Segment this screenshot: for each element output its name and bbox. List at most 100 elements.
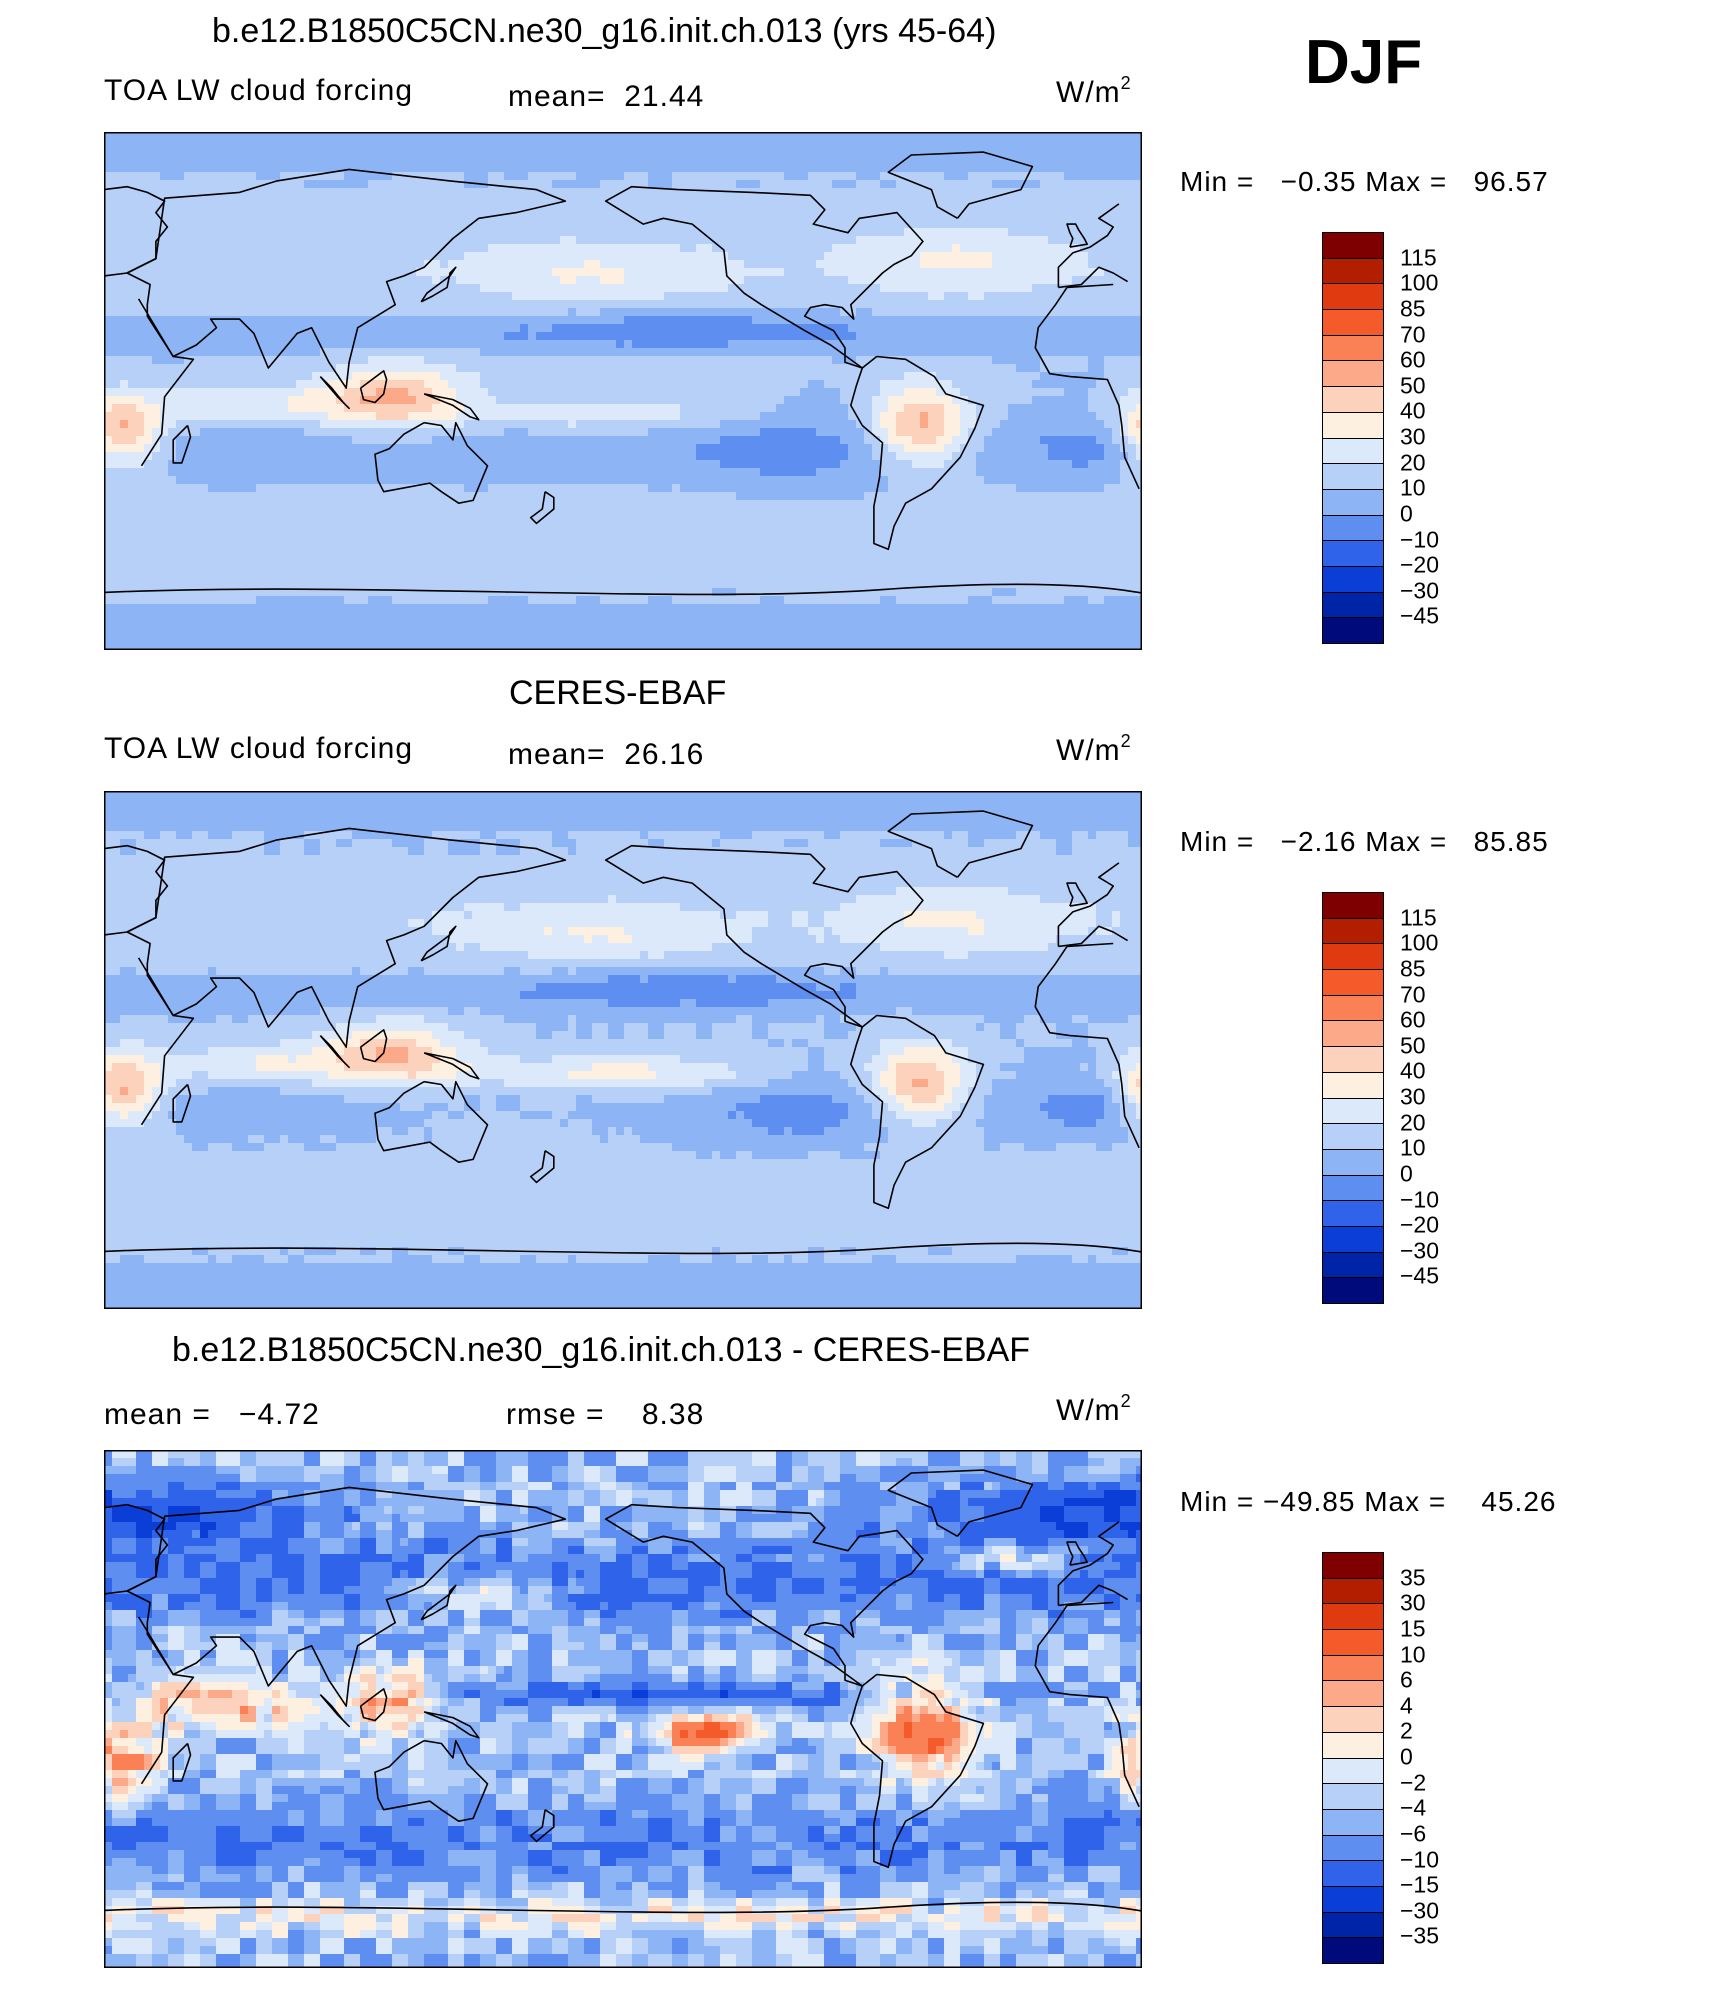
coastline (359, 1029, 388, 1063)
colorbar-swatch (1323, 387, 1383, 413)
colorbar-swatch (1323, 335, 1383, 362)
colorbar-swatch (1323, 566, 1383, 593)
coastline (529, 1150, 555, 1184)
colorbar-label: −20 (1400, 552, 1439, 579)
coastline (420, 1584, 457, 1621)
coastline (319, 376, 350, 410)
colorbar-swatch (1323, 1201, 1383, 1227)
colorbar-swatch (1323, 1707, 1383, 1733)
coastline (126, 827, 567, 1048)
coastline-antarctica (104, 1242, 1142, 1255)
coastline (604, 844, 924, 1028)
map-canvas (104, 132, 1142, 650)
panel-1-units-base: W/m (1056, 76, 1121, 109)
coastline (529, 491, 555, 525)
colorbar-label: −45 (1400, 603, 1439, 630)
colorbar-swatch (1323, 1072, 1383, 1099)
colorbar-swatch (1323, 1604, 1383, 1631)
coastline (374, 1739, 489, 1822)
panel-3-max-value: 45.26 (1481, 1486, 1556, 1517)
colorbar-label: 85 (1400, 955, 1426, 982)
map-frame (104, 791, 1142, 1309)
panel-3-title: b.e12.B1850C5CN.ne30_g16.init.ch.013 - C… (172, 1333, 1030, 1367)
colorbar-swatch (1323, 1124, 1383, 1150)
coastline-antarctica (104, 1901, 1142, 1914)
panel-3-units-exp: 2 (1121, 1391, 1132, 1411)
colorbar-label: 115 (1400, 904, 1437, 931)
colorbar-label: −4 (1400, 1795, 1426, 1822)
coastlines (104, 151, 1142, 596)
panel-3-units: W/m2 (1056, 1391, 1132, 1426)
coastline (172, 1742, 192, 1782)
colorbar-swatch (1323, 1021, 1383, 1048)
colorbar-label: 6 (1400, 1667, 1413, 1694)
colorbar-swatch (1323, 944, 1383, 971)
colorbar-label: 10 (1400, 1641, 1426, 1668)
colorbar-swatch (1323, 310, 1383, 336)
colorbar-swatch (1323, 541, 1383, 567)
panel-2-min-label: Min = (1180, 826, 1254, 857)
panel-1-max-value: 96.57 (1474, 166, 1549, 197)
colorbar-swatch (1323, 1886, 1383, 1913)
colorbar-swatch (1323, 464, 1383, 490)
colorbar-label: 60 (1400, 347, 1426, 374)
season-label: DJF (1305, 32, 1422, 94)
map-field (104, 132, 1142, 650)
colorbar-swatch (1323, 361, 1383, 388)
panel-3-rmse: rmse = 8.38 (506, 1400, 704, 1430)
colorbar-swatch (1323, 1835, 1383, 1862)
coastline (1066, 223, 1088, 248)
panel-2-max-value: 85.85 (1474, 826, 1549, 857)
coastline (172, 1083, 192, 1123)
colorbar-swatch (1323, 1861, 1383, 1887)
colorbar-label: 20 (1400, 449, 1426, 476)
coastlines (104, 1469, 1142, 1914)
panel-2-max-label: Max = (1365, 826, 1447, 857)
coastline (319, 1035, 350, 1069)
colorbar-swatch (1323, 1047, 1383, 1073)
coastline (604, 1503, 924, 1687)
panel-1-units: W/m2 (1056, 74, 1132, 109)
map-field (104, 1450, 1142, 1968)
colorbar-label: −30 (1400, 1237, 1439, 1264)
colorbar-swatch (1323, 970, 1383, 996)
colorbar-label: −30 (1400, 1897, 1439, 1924)
colorbar-label: 0 (1400, 500, 1413, 527)
colorbar-label: 20 (1400, 1109, 1426, 1136)
colorbar-swatch (1323, 1681, 1383, 1708)
colorbar-label: 0 (1400, 1160, 1413, 1187)
colorbar-swatch (1323, 233, 1383, 259)
colorbar-label: −35 (1400, 1923, 1439, 1950)
coastline (420, 925, 457, 962)
colorbar-label: 4 (1400, 1692, 1413, 1719)
colorbar-swatch (1323, 1912, 1383, 1939)
panel-1-mean: mean= 21.44 (508, 82, 704, 112)
coastlines (104, 810, 1142, 1255)
coastline (172, 424, 192, 464)
colorbar-label: −30 (1400, 577, 1439, 604)
colorbar-label: 60 (1400, 1007, 1426, 1034)
colorbar-swatch (1323, 1784, 1383, 1810)
colorbar-swatch (1323, 1149, 1383, 1176)
colorbar-label: 70 (1400, 321, 1426, 348)
colorbar-swatch (1323, 489, 1383, 516)
colorbar-box (1322, 892, 1384, 1304)
coastline (126, 1486, 567, 1707)
panel-3-rmse-label: rmse = (506, 1398, 605, 1431)
panel-1-max-label: Max = (1365, 166, 1447, 197)
coastline (423, 1711, 480, 1739)
colorbar-label: 40 (1400, 398, 1426, 425)
colorbar-label: 100 (1400, 270, 1438, 297)
panel-1-mean-label: mean= (508, 80, 606, 113)
colorbar-swatch (1323, 1732, 1383, 1759)
colorbar-label: 30 (1400, 424, 1426, 451)
colorbar-label: 50 (1400, 1032, 1426, 1059)
panel-2-mean-label: mean= (508, 738, 606, 771)
panel-2-units-base: W/m (1056, 734, 1121, 767)
colorbar-swatch (1323, 1278, 1383, 1303)
coastline (529, 1809, 555, 1843)
colorbar-swatch (1323, 1938, 1383, 1963)
colorbar-label: 85 (1400, 295, 1426, 322)
colorbar-swatch (1323, 1175, 1383, 1202)
